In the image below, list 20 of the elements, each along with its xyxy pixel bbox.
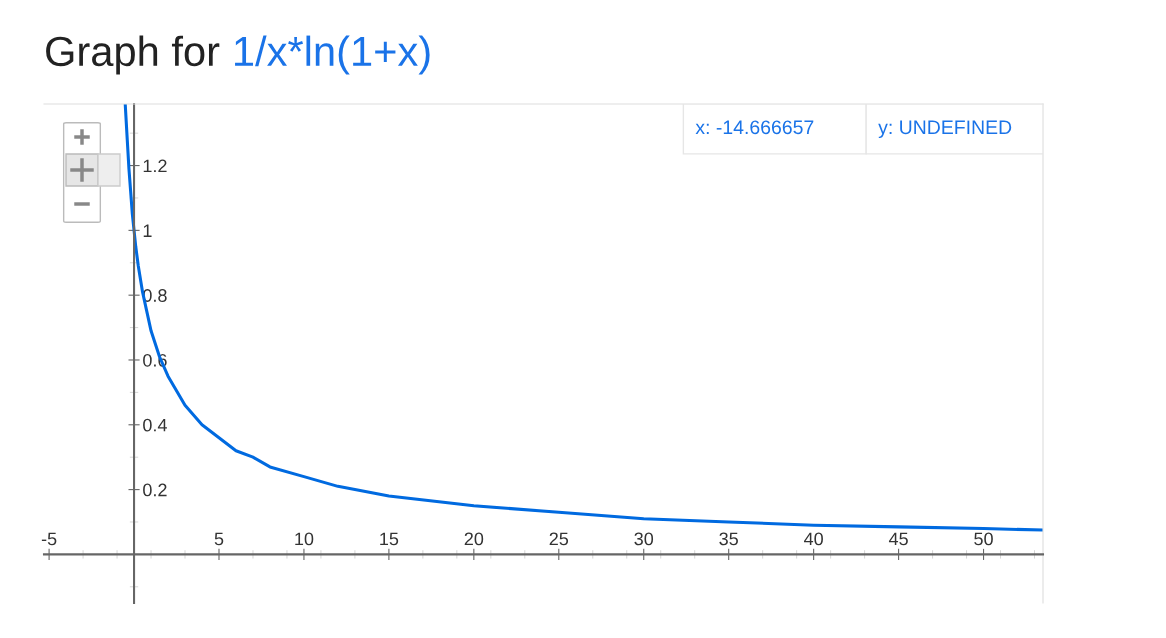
x-tick-label: -5	[41, 532, 57, 546]
x-tick-label: 10	[295, 532, 314, 546]
x-tick-label: 5	[214, 532, 224, 546]
annotation: y: UNDEFINED	[878, 120, 1012, 139]
chart-title: Graph for	[46, 35, 220, 75]
x-tick-label: 35	[719, 532, 738, 546]
y-tick-label: 0.2	[143, 483, 167, 497]
y-tick-label: 1.2	[143, 159, 167, 173]
x-tick-label: 15	[380, 532, 399, 546]
x-tick-label: 30	[634, 532, 654, 546]
x-tick-label: 20	[464, 532, 484, 546]
y-tick-label: 1	[143, 224, 152, 237]
annotation: x: -14.666657	[695, 120, 814, 135]
x-tick-label: 45	[888, 532, 908, 546]
line-series	[123, 104, 1043, 532]
x-tick-label: 40	[804, 532, 823, 546]
y-tick-label: 0.4	[143, 418, 167, 432]
chart-subtitle: 1/x*ln(1+x)	[235, 35, 430, 75]
x-tick-label: 25	[549, 532, 569, 546]
x-tick-label: 50	[974, 532, 993, 546]
